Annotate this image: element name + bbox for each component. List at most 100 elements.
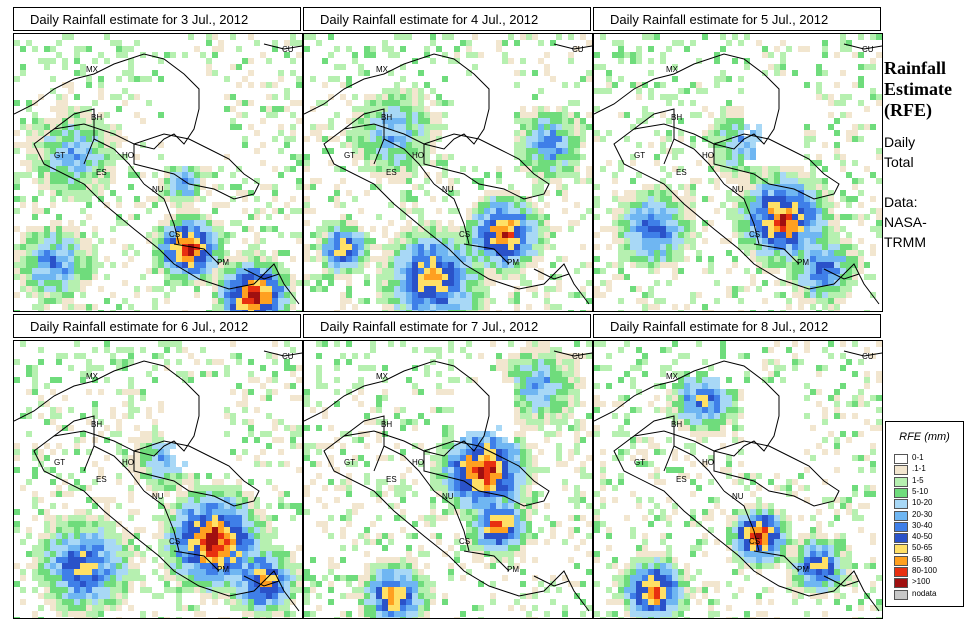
- rainfall-cell: [496, 479, 502, 485]
- rainfall-cell: [720, 46, 726, 52]
- rainfall-cell: [526, 449, 532, 455]
- rainfall-cell: [370, 100, 376, 106]
- rainfall-cell: [678, 88, 684, 94]
- rainfall-cell: [206, 557, 212, 563]
- rainfall-cell: [304, 274, 310, 280]
- rainfall-cell: [562, 256, 568, 262]
- rainfall-cell: [20, 539, 26, 545]
- rainfall-cell: [200, 509, 206, 515]
- rainfall-cell: [62, 521, 68, 527]
- rainfall-cell: [532, 136, 538, 142]
- rainfall-cell: [612, 214, 618, 220]
- rainfall-cell: [586, 353, 592, 359]
- rainfall-cell: [200, 166, 206, 172]
- rainfall-cell: [520, 154, 526, 160]
- rainfall-cell: [170, 214, 176, 220]
- rainfall-cell: [460, 292, 466, 298]
- rainfall-cell: [62, 94, 68, 100]
- rainfall-cell: [44, 232, 50, 238]
- rainfall-cell: [74, 605, 80, 611]
- rainfall-cell: [128, 491, 134, 497]
- rainfall-cell: [424, 371, 430, 377]
- rainfall-cell: [508, 491, 514, 497]
- rainfall-cell: [358, 130, 364, 136]
- border-line: [383, 138, 435, 185]
- rainfall-cell: [726, 214, 732, 220]
- rainfall-cell: [62, 196, 68, 202]
- rainfall-cell: [636, 262, 642, 268]
- rainfall-cell: [630, 178, 636, 184]
- rainfall-cell: [418, 389, 424, 395]
- rainfall-cell: [224, 407, 230, 413]
- rainfall-cell: [630, 160, 636, 166]
- rainfall-cell: [526, 377, 532, 383]
- rainfall-cell: [526, 142, 532, 148]
- rainfall-cell: [744, 142, 750, 148]
- border-line: [713, 133, 840, 200]
- rainfall-cell: [768, 262, 774, 268]
- rainfall-cell: [182, 274, 188, 280]
- rainfall-cell: [272, 605, 278, 611]
- rainfall-cell: [50, 605, 56, 611]
- rainfall-cell: [816, 220, 822, 226]
- rainfall-cell: [68, 118, 74, 124]
- rainfall-cell: [346, 431, 352, 437]
- rainfall-cell: [224, 587, 230, 593]
- rainfall-cell: [38, 359, 44, 365]
- border-line: [173, 243, 220, 265]
- rainfall-cell: [32, 286, 38, 292]
- rainfall-cell: [400, 178, 406, 184]
- rainfall-cell: [212, 34, 218, 40]
- rainfall-cell: [496, 232, 502, 238]
- rainfall-cell: [328, 274, 334, 280]
- rainfall-cell: [448, 292, 454, 298]
- rainfall-cell: [182, 232, 188, 238]
- rainfall-cell: [424, 106, 430, 112]
- rainfall-cell: [864, 124, 870, 130]
- rainfall-cell: [134, 551, 140, 557]
- rainfall-cell: [448, 341, 454, 347]
- rainfall-cell: [430, 461, 436, 467]
- rainfall-cell: [74, 593, 80, 599]
- rainfall-cell: [44, 148, 50, 154]
- rainfall-cell: [334, 64, 340, 70]
- rainfall-cell: [170, 262, 176, 268]
- rainfall-cell: [290, 304, 296, 310]
- rainfall-cell: [212, 497, 218, 503]
- rainfall-cell: [98, 196, 104, 202]
- rainfall-cell: [472, 286, 478, 292]
- rainfall-cell: [266, 533, 272, 539]
- rainfall-cell: [236, 292, 242, 298]
- rainfall-cell: [50, 599, 56, 605]
- rainfall-cell: [636, 220, 642, 226]
- rainfall-cell: [550, 118, 556, 124]
- rainfall-cell: [678, 118, 684, 124]
- rainfall-cell: [864, 64, 870, 70]
- rainfall-cell: [690, 292, 696, 298]
- rainfall-cell: [786, 172, 792, 178]
- rainfall-cell: [272, 527, 278, 533]
- rainfall-cell: [520, 371, 526, 377]
- rainfall-cell: [272, 581, 278, 587]
- rainfall-cell: [364, 238, 370, 244]
- rainfall-cell: [738, 214, 744, 220]
- rainfall-cell: [496, 178, 502, 184]
- rainfall-cell: [158, 154, 164, 160]
- rainfall-cell: [56, 551, 62, 557]
- rainfall-cell: [750, 196, 756, 202]
- country-label: ES: [386, 168, 397, 177]
- rainfall-cell: [672, 244, 678, 250]
- rainfall-cell: [472, 479, 478, 485]
- rainfall-cell: [526, 304, 532, 310]
- rainfall-cell: [224, 551, 230, 557]
- rainfall-cell: [284, 166, 290, 172]
- rainfall-cell: [296, 575, 302, 581]
- rainfall-cell: [786, 184, 792, 190]
- rainfall-cell: [388, 88, 394, 94]
- rainfall-cell: [128, 64, 134, 70]
- rainfall-cell: [756, 166, 762, 172]
- rainfall-cell: [612, 274, 618, 280]
- rainfall-cell: [290, 443, 296, 449]
- rainfall-cell: [104, 377, 110, 383]
- rainfall-cell: [424, 292, 430, 298]
